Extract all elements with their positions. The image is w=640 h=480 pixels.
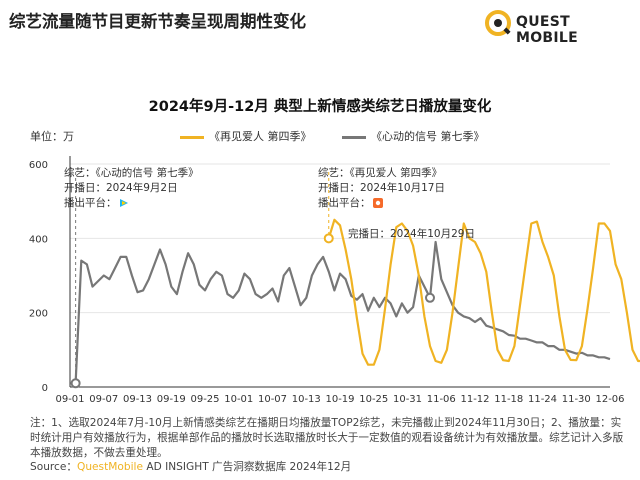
y-tick-label: 400 — [29, 234, 48, 245]
annotation-show2-platform: 播出平台： — [318, 196, 445, 211]
series-line-1 — [327, 218, 640, 366]
legend-swatch-series1 — [180, 135, 204, 139]
logo-text: QUEST MOBILE — [516, 14, 578, 46]
x-tick-label: 12-06 — [595, 394, 624, 405]
legend-swatch-series2 — [342, 135, 366, 139]
series-line-2 — [74, 240, 611, 384]
annotation-show1-platform: 播出平台： — [64, 196, 199, 211]
header: 综艺流量随节目更新节奏呈现周期性变化 QUEST MOBILE — [0, 0, 640, 46]
source-prefix: Source： — [30, 461, 77, 473]
annotation-show2-name: 综艺：《再见爱人 第四季》 — [318, 167, 443, 179]
page-title: 综艺流量随节目更新节奏呈现周期性变化 — [9, 12, 306, 31]
marker-point-show2-start — [323, 233, 334, 244]
y-tick-label: 600 — [29, 160, 48, 171]
footnote: 注：1、选取2024年7月-10月上新情感类综艺在播期日均播放量TOP2综艺，未… — [30, 417, 624, 459]
logo: QUEST MOBILE — [484, 9, 634, 46]
legend-label-series1: 《再见爱人 第四季》 — [209, 130, 312, 143]
x-tick-label: 11-30 — [562, 394, 591, 405]
source-brand: QuestMobile — [76, 461, 143, 473]
annotation-show2-date: 开播日：2024年10月17日 — [318, 182, 445, 194]
annotation-show1: 综艺：《心动的信号 第七季》 开播日：2024年9月2日 播出平台： — [64, 166, 199, 211]
x-tick-label: 09-25 — [190, 394, 219, 405]
legend-item-series2: 《心动的信号 第七季》 — [342, 128, 485, 144]
marker-point-show1-end — [425, 292, 435, 303]
annotation-show1-date: 开播日：2024年9月2日 — [64, 182, 178, 194]
legend-label-series2: 《心动的信号 第七季》 — [371, 130, 485, 143]
source-rest: AD INSIGHT 广告洞察数据库 2024年12月 — [142, 461, 352, 473]
source-line: Source：QuestMobile AD INSIGHT 广告洞察数据库 20… — [30, 459, 351, 474]
x-tick-label: 10-19 — [325, 394, 354, 405]
y-tick-label: 0 — [42, 383, 48, 394]
quest-mobile-logo-icon — [485, 10, 511, 36]
x-tick-label: 11-18 — [494, 394, 523, 405]
annotation-show2-platform-label: 播出平台： — [318, 197, 371, 209]
annotation-end-date: 完播日：2024年10月29日 — [348, 228, 475, 240]
x-tick-label: 09-19 — [157, 394, 186, 405]
annotation-show1-name: 综艺：《心动的信号 第七季》 — [64, 167, 199, 179]
marker-point-show1-start — [70, 378, 81, 389]
x-tick-label: 09-01 — [55, 394, 84, 405]
unit-label: 单位：万 — [30, 130, 74, 143]
x-tick-label: 10-01 — [224, 394, 253, 405]
x-tick-label: 11-24 — [528, 394, 557, 405]
mango-tv-icon — [372, 198, 383, 208]
annotation-show2: 综艺：《再见爱人 第四季》 开播日：2024年10月17日 播出平台： — [318, 166, 445, 211]
legend-item-series1: 《再见爱人 第四季》 — [180, 128, 312, 144]
x-tick-label: 09-07 — [89, 394, 118, 405]
chart-title: 2024年9月-12月 典型上新情感类综艺日播放量变化 — [148, 99, 492, 115]
x-tick-label: 10-07 — [258, 394, 287, 405]
y-tick-label: 200 — [29, 309, 48, 320]
x-tick-label: 10-31 — [393, 394, 422, 405]
x-tick-label: 11-06 — [427, 394, 456, 405]
x-tick-label: 11-12 — [460, 394, 489, 405]
tencent-video-icon — [119, 199, 128, 207]
x-tick-label: 10-13 — [292, 394, 321, 405]
annotation-show1-platform-label: 播出平台： — [64, 197, 117, 209]
x-tick-label: 09-13 — [123, 394, 152, 405]
x-tick-label: 10-25 — [359, 394, 388, 405]
